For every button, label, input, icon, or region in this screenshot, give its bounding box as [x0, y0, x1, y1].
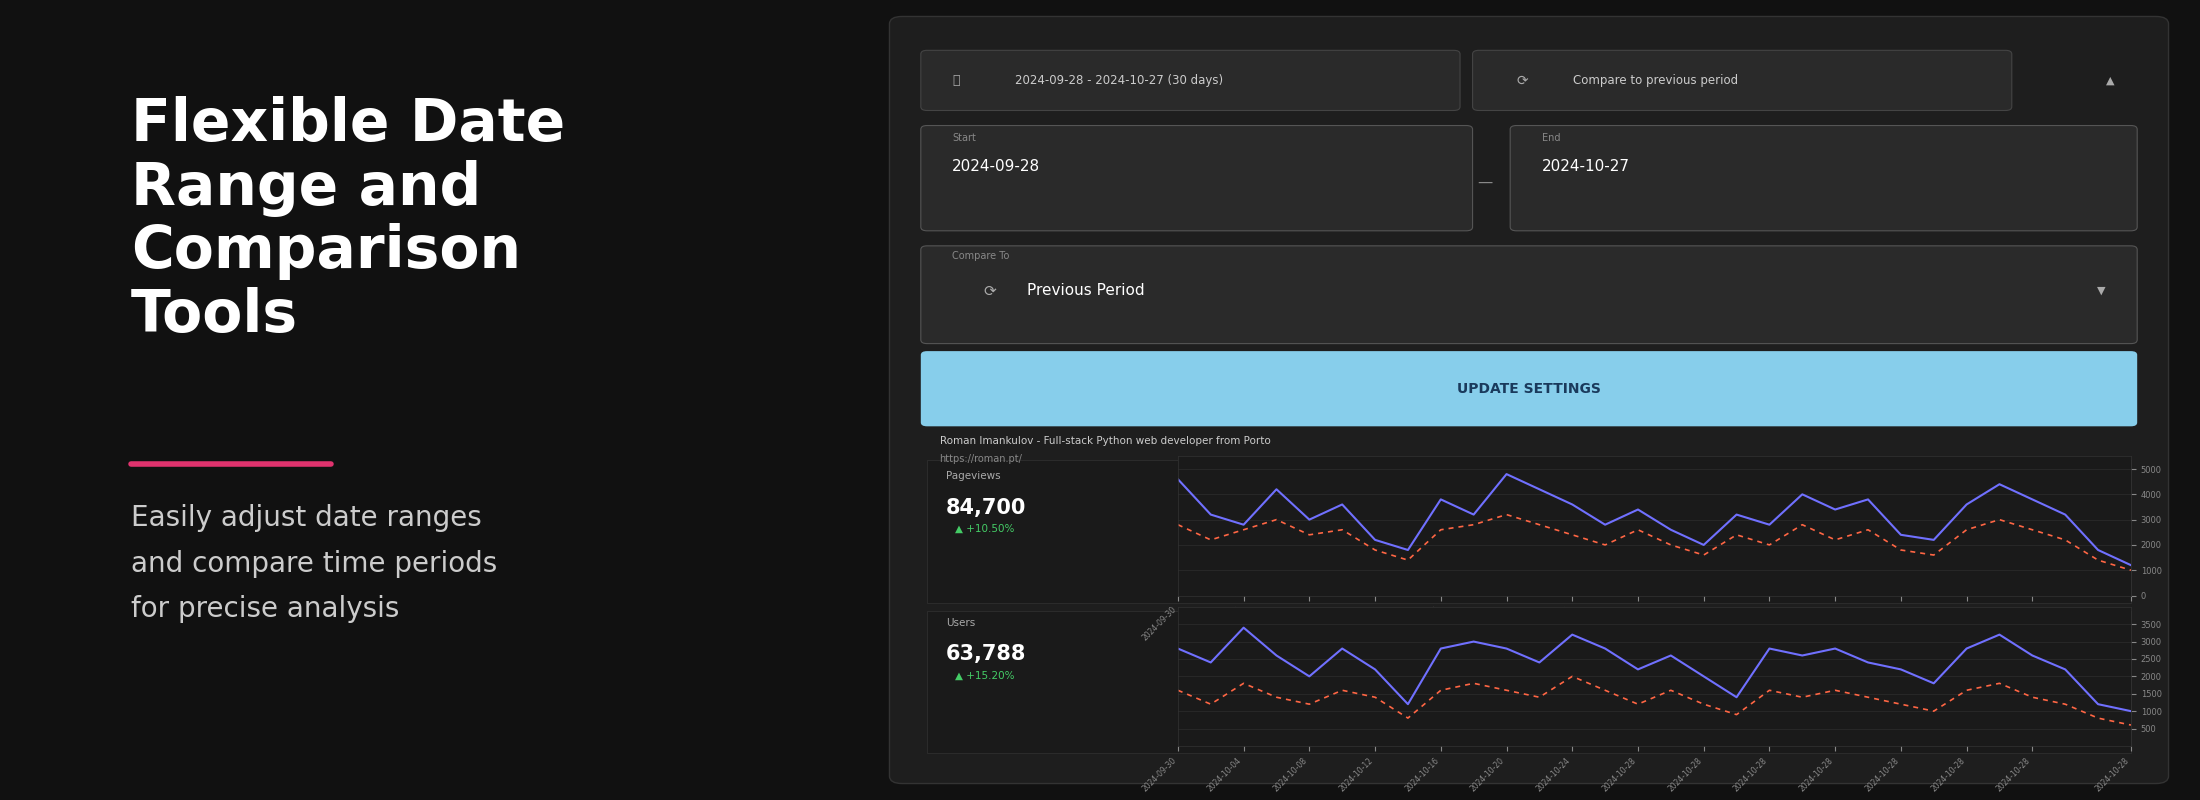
FancyBboxPatch shape — [889, 17, 2169, 783]
Text: Start: Start — [953, 133, 977, 143]
Text: ▼: ▼ — [2097, 286, 2105, 296]
Text: https://roman.pt/: https://roman.pt/ — [939, 454, 1023, 464]
Text: Compare To: Compare To — [953, 251, 1010, 261]
Text: UPDATE SETTINGS: UPDATE SETTINGS — [1456, 382, 1602, 396]
Text: 63,788: 63,788 — [946, 645, 1025, 664]
Text: Roman Imankulov - Full-stack Python web developer from Porto: Roman Imankulov - Full-stack Python web … — [939, 436, 1269, 446]
FancyBboxPatch shape — [922, 126, 1472, 231]
Text: 84,700: 84,700 — [946, 498, 1025, 518]
Text: 2024-10-27: 2024-10-27 — [1542, 159, 1630, 174]
Text: 2024-09-28: 2024-09-28 — [953, 159, 1041, 174]
FancyBboxPatch shape — [922, 50, 1461, 110]
FancyBboxPatch shape — [922, 246, 2136, 344]
Text: —: — — [1478, 174, 1494, 190]
Text: Compare to previous period: Compare to previous period — [1573, 74, 1738, 87]
Text: Flexible Date
Range and
Comparison
Tools: Flexible Date Range and Comparison Tools — [130, 96, 565, 344]
Text: Easily adjust date ranges
and compare time periods
for precise analysis: Easily adjust date ranges and compare ti… — [130, 504, 497, 623]
Text: 2024-09-28 - 2024-10-27 (30 days): 2024-09-28 - 2024-10-27 (30 days) — [1014, 74, 1223, 87]
Text: ▲ +10.50%: ▲ +10.50% — [955, 524, 1014, 534]
FancyBboxPatch shape — [1509, 126, 2136, 231]
FancyBboxPatch shape — [922, 351, 2136, 426]
FancyBboxPatch shape — [926, 610, 2132, 754]
Text: ▲ +15.20%: ▲ +15.20% — [955, 670, 1014, 681]
FancyBboxPatch shape — [926, 460, 2132, 603]
Text: 📅: 📅 — [953, 74, 959, 87]
Text: End: End — [1542, 133, 1560, 143]
FancyBboxPatch shape — [1472, 50, 2011, 110]
Text: Previous Period: Previous Period — [1027, 283, 1144, 298]
Text: ⟳: ⟳ — [983, 283, 997, 298]
Text: ▲: ▲ — [2105, 75, 2114, 86]
Text: ⟳: ⟳ — [1516, 74, 1529, 87]
Text: Users: Users — [946, 618, 975, 628]
Text: Pageviews: Pageviews — [946, 471, 1001, 482]
